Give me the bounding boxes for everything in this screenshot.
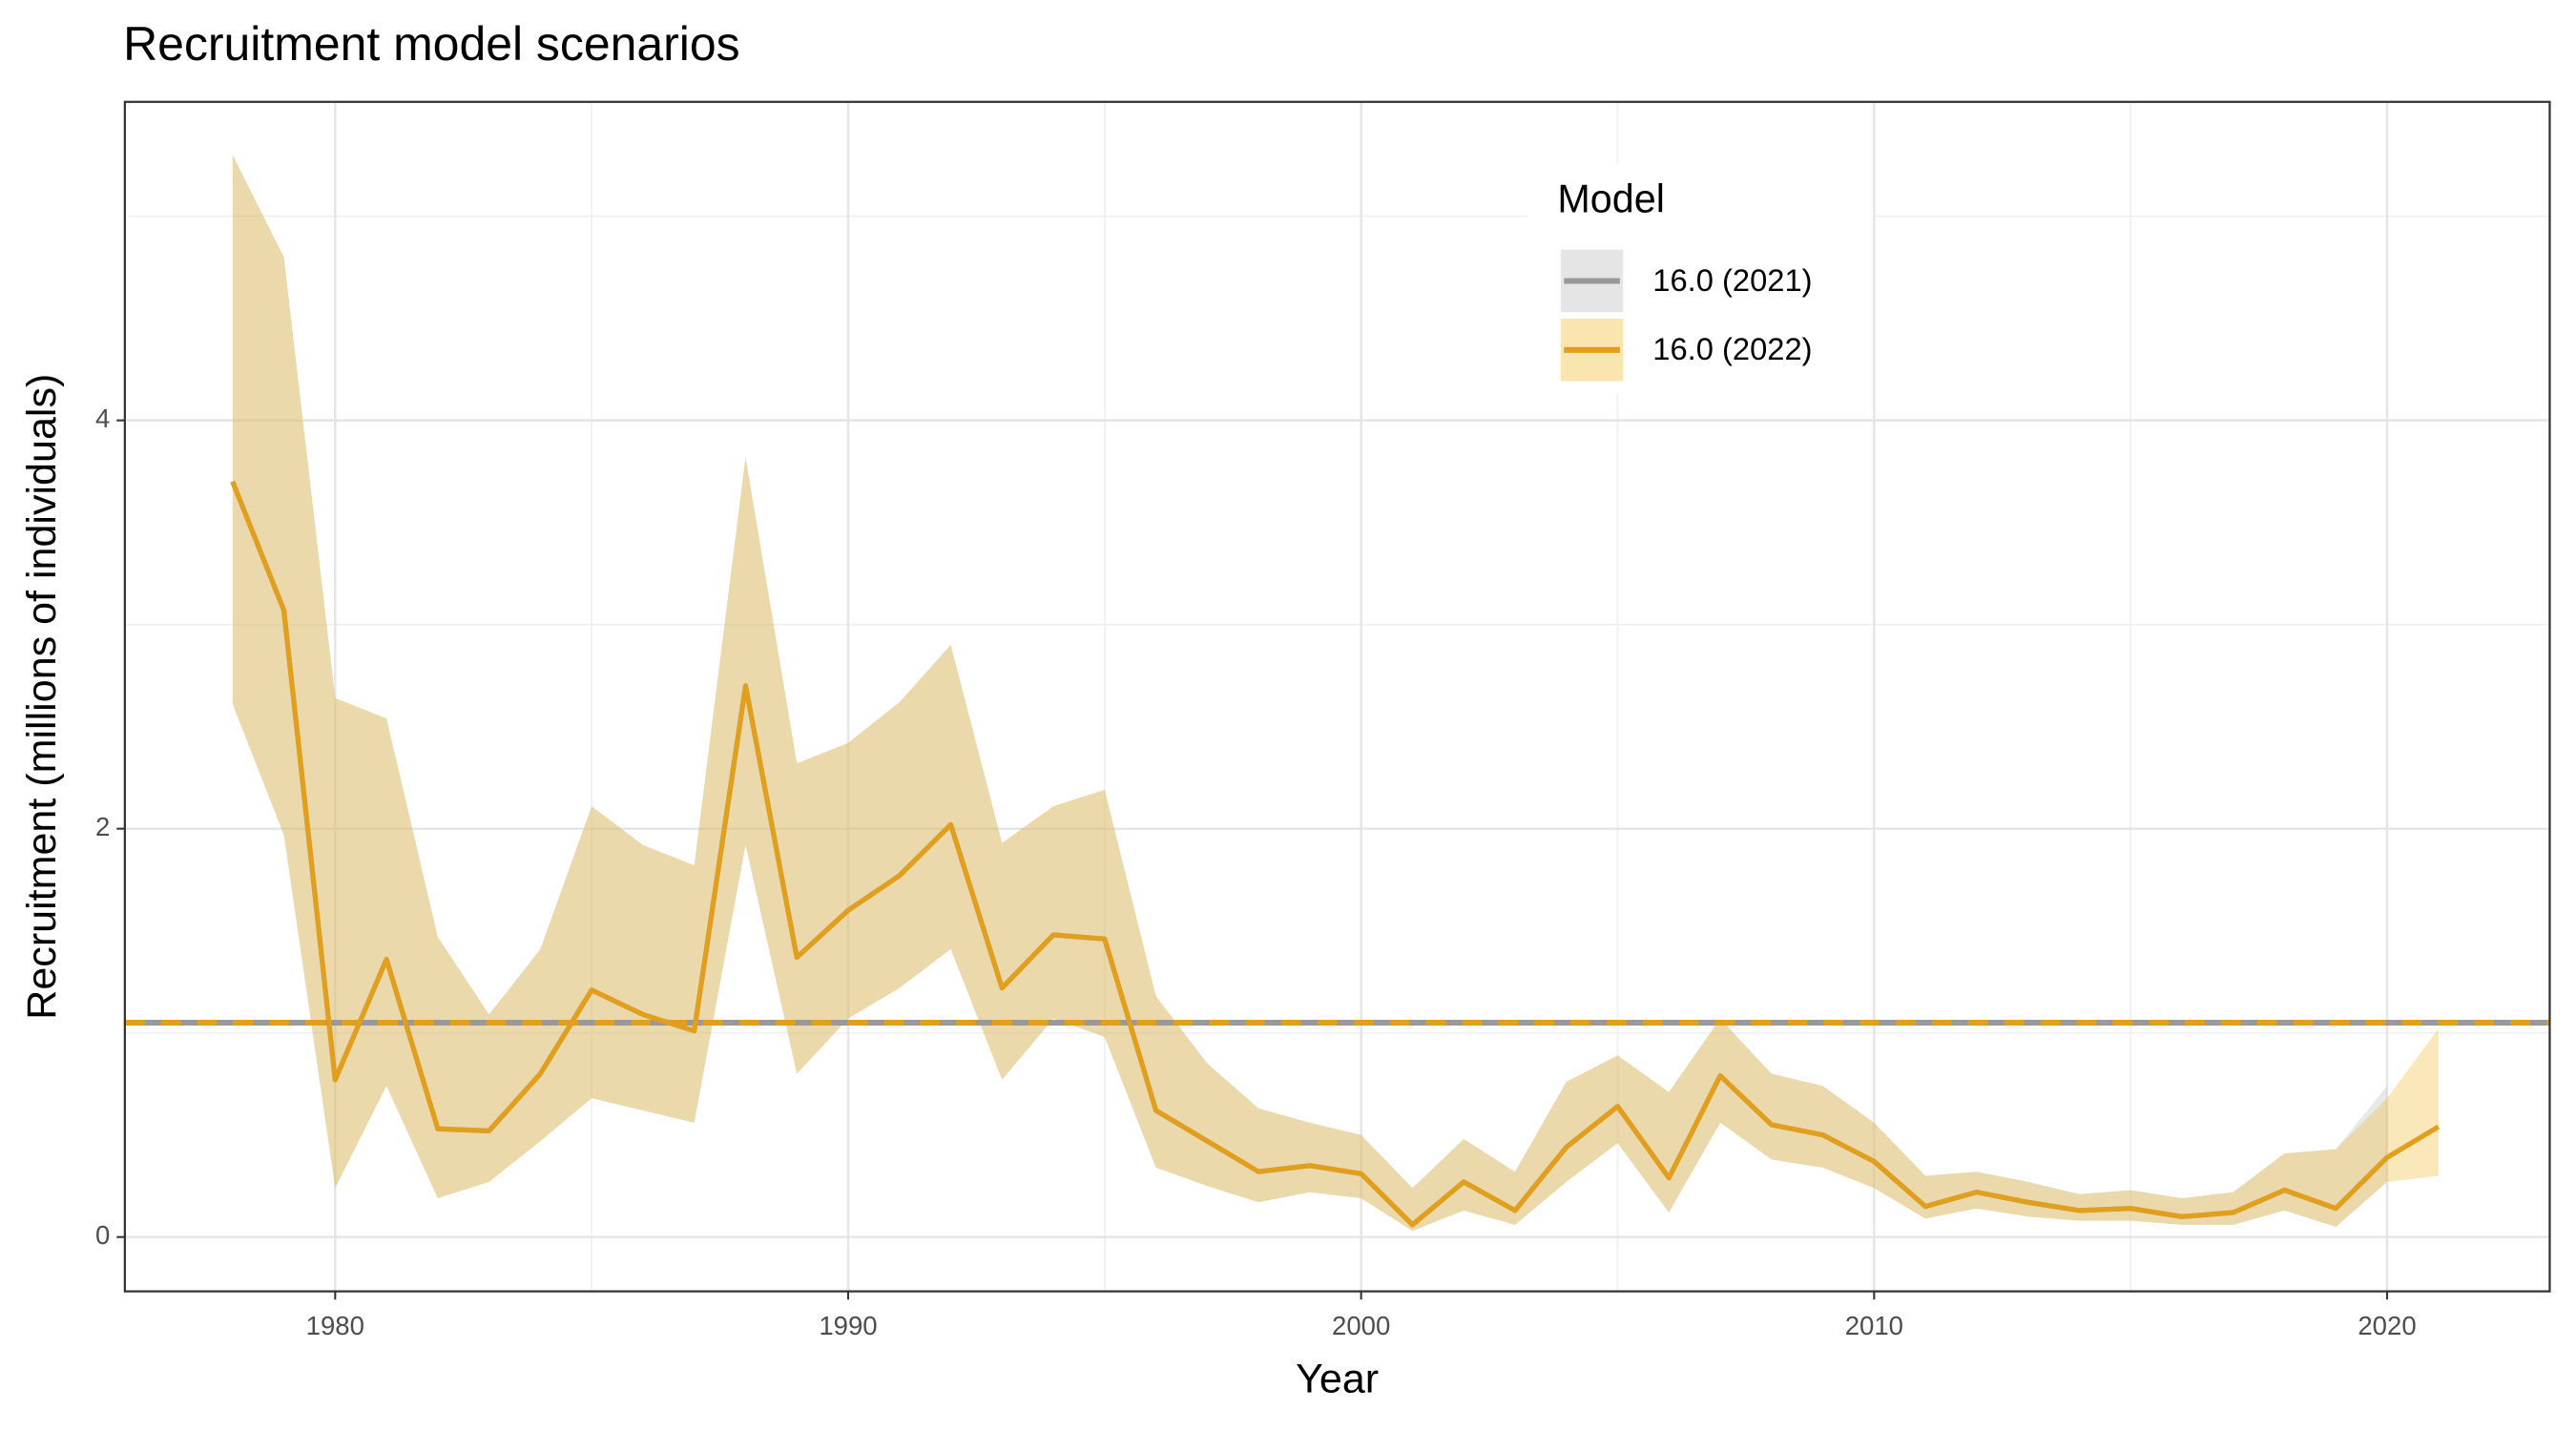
y-axis-label: Recruitment (millions of individuals) xyxy=(19,374,65,1020)
x-tick-label: 1980 xyxy=(306,1311,364,1340)
plot-area xyxy=(124,101,2550,1292)
series-line xyxy=(230,480,2441,1228)
confidence-band xyxy=(232,155,2439,1232)
chart-title: Recruitment model scenarios xyxy=(123,17,739,71)
x-axis-label: Year xyxy=(1296,1357,1379,1402)
y-tick-label: 2 xyxy=(95,812,110,841)
legend: Model 16.0 (2021) 16.0 (2022) xyxy=(1527,164,1874,395)
x-tick-label: 2020 xyxy=(2358,1311,2416,1340)
y-tick-label: 4 xyxy=(95,404,110,433)
x-tick-label: 2010 xyxy=(1845,1311,1903,1340)
y-tick-label: 0 xyxy=(95,1220,110,1250)
confidence-band xyxy=(232,155,2388,1232)
x-tick-label: 1990 xyxy=(819,1311,877,1340)
x-tick-label: 2000 xyxy=(1332,1311,1390,1340)
panel-border xyxy=(123,100,2551,1293)
legend-title: Model xyxy=(1557,177,1665,221)
legend-label: 16.0 (2021) xyxy=(1652,262,1812,298)
legend-label: 16.0 (2022) xyxy=(1652,331,1812,366)
